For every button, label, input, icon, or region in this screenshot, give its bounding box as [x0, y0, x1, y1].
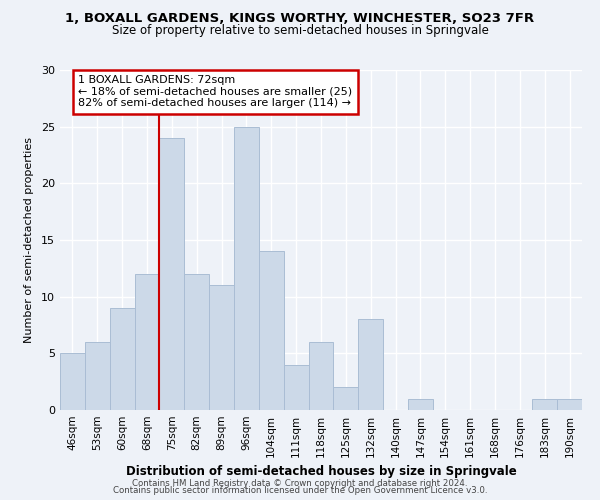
Bar — [557, 398, 582, 410]
Bar — [209, 286, 234, 410]
Bar — [184, 274, 209, 410]
Bar — [259, 252, 284, 410]
Y-axis label: Number of semi-detached properties: Number of semi-detached properties — [24, 137, 34, 343]
Bar — [234, 126, 259, 410]
Text: 1 BOXALL GARDENS: 72sqm
← 18% of semi-detached houses are smaller (25)
82% of se: 1 BOXALL GARDENS: 72sqm ← 18% of semi-de… — [78, 75, 352, 108]
Bar — [334, 388, 358, 410]
Bar — [358, 320, 383, 410]
Text: Size of property relative to semi-detached houses in Springvale: Size of property relative to semi-detach… — [112, 24, 488, 37]
Text: Contains public sector information licensed under the Open Government Licence v3: Contains public sector information licen… — [113, 486, 487, 495]
Bar — [408, 398, 433, 410]
Bar — [110, 308, 134, 410]
Text: Contains HM Land Registry data © Crown copyright and database right 2024.: Contains HM Land Registry data © Crown c… — [132, 478, 468, 488]
Bar — [60, 354, 85, 410]
Text: 1, BOXALL GARDENS, KINGS WORTHY, WINCHESTER, SO23 7FR: 1, BOXALL GARDENS, KINGS WORTHY, WINCHES… — [65, 12, 535, 26]
Bar — [160, 138, 184, 410]
Bar — [284, 364, 308, 410]
Bar — [532, 398, 557, 410]
Bar — [134, 274, 160, 410]
Bar — [308, 342, 334, 410]
X-axis label: Distribution of semi-detached houses by size in Springvale: Distribution of semi-detached houses by … — [125, 466, 517, 478]
Bar — [85, 342, 110, 410]
